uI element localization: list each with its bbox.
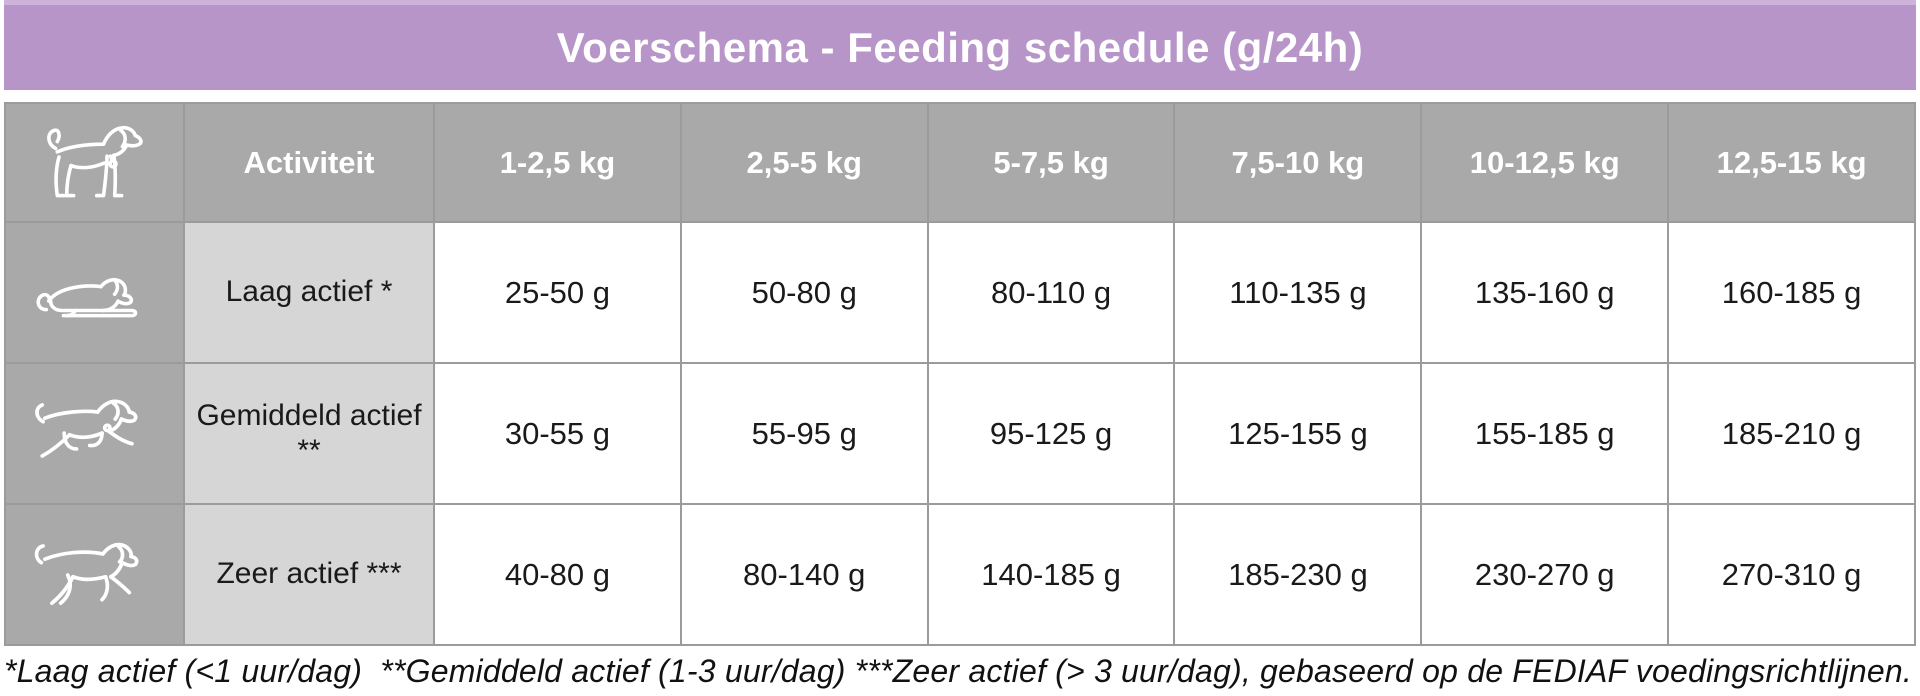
column-header-weight-2: 2,5-5 kg: [681, 104, 927, 221]
feeding-value: 50-80 g: [681, 223, 927, 362]
footnote-text: *Laag actief (<1 uur/dag) **Gemiddeld ac…: [4, 652, 1912, 689]
row-icon-cell-high: [6, 505, 183, 644]
row-icon-cell-medium: [6, 364, 183, 503]
activity-label-medium: Gemiddeld actief **: [185, 364, 433, 503]
feeding-value: 80-110 g: [928, 223, 1174, 362]
column-header-weight-5: 10-12,5 kg: [1422, 104, 1668, 221]
page-title: Voerschema - Feeding schedule (g/24h): [556, 23, 1364, 71]
feeding-value: 135-160 g: [1422, 223, 1668, 362]
title-table-gap: [4, 90, 1916, 102]
column-header-activity: Activiteit: [185, 104, 433, 221]
feeding-value: 80-140 g: [681, 505, 927, 644]
feeding-value: 155-185 g: [1422, 364, 1668, 503]
row-icon-cell-low: [6, 223, 183, 362]
column-header-weight-3: 5-7,5 kg: [928, 104, 1174, 221]
header-icon-cell: [6, 104, 183, 221]
feeding-value: 160-185 g: [1669, 223, 1914, 362]
feeding-value: 125-155 g: [1175, 364, 1421, 503]
feeding-value: 110-135 g: [1175, 223, 1421, 362]
feeding-value: 230-270 g: [1422, 505, 1668, 644]
feeding-value: 55-95 g: [681, 364, 927, 503]
feeding-value: 185-230 g: [1175, 505, 1421, 644]
lying-dog-icon: [35, 277, 137, 317]
feeding-value: 25-50 g: [435, 223, 680, 362]
column-header-weight-4: 7,5-10 kg: [1175, 104, 1421, 221]
feeding-value: 30-55 g: [435, 364, 680, 503]
activity-label-low: Laag actief *: [185, 223, 433, 362]
standing-dog-icon: [46, 125, 143, 197]
feeding-table: Activiteit 1-2,5 kg 2,5-5 kg 5-7,5 kg 7,…: [4, 102, 1916, 646]
feeding-value: 95-125 g: [928, 364, 1174, 503]
title-bar: Voerschema - Feeding schedule (g/24h): [4, 5, 1916, 90]
column-header-weight-1: 1-2,5 kg: [435, 104, 680, 221]
column-header-weight-6: 12,5-15 kg: [1669, 104, 1914, 221]
feeding-value: 270-310 g: [1669, 505, 1914, 644]
activity-label-high: Zeer actief ***: [185, 505, 433, 644]
feeding-value: 140-185 g: [928, 505, 1174, 644]
footnote-area: *Laag actief (<1 uur/dag) **Gemiddeld ac…: [4, 646, 1916, 696]
feeding-value: 40-80 g: [435, 505, 680, 644]
trotting-dog-icon: [34, 399, 137, 458]
galloping-dog-icon: [34, 542, 138, 605]
feeding-value: 185-210 g: [1669, 364, 1914, 503]
title-top-strip: [4, 0, 1916, 5]
